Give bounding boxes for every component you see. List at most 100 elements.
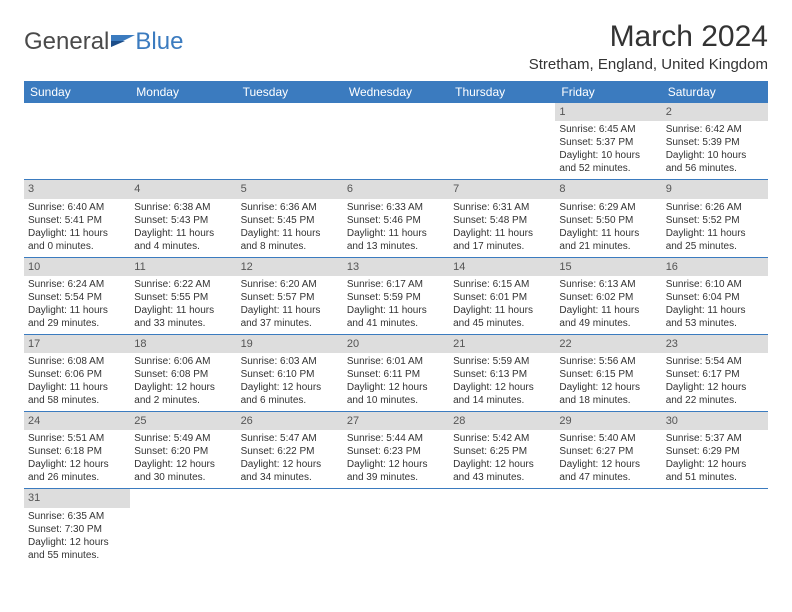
sunset-text: Sunset: 5:52 PM: [666, 214, 764, 227]
daylight-text: Daylight: 11 hours and 58 minutes.: [28, 381, 126, 407]
day-cell: 14Sunrise: 6:15 AMSunset: 6:01 PMDayligh…: [449, 258, 555, 334]
sunset-text: Sunset: 5:59 PM: [347, 291, 445, 304]
daylight-text: Daylight: 12 hours and 30 minutes.: [134, 458, 232, 484]
day-number: 24: [24, 412, 130, 430]
day-number: 5: [237, 180, 343, 198]
day-content: Sunrise: 6:45 AMSunset: 5:37 PMDaylight:…: [555, 121, 661, 179]
day-cell: [662, 489, 768, 565]
day-cell: 26Sunrise: 5:47 AMSunset: 6:22 PMDayligh…: [237, 412, 343, 488]
daylight-text: Daylight: 12 hours and 55 minutes.: [28, 536, 126, 562]
sunset-text: Sunset: 5:48 PM: [453, 214, 551, 227]
day-content: Sunrise: 6:01 AMSunset: 6:11 PMDaylight:…: [343, 353, 449, 411]
day-cell: 4Sunrise: 6:38 AMSunset: 5:43 PMDaylight…: [130, 180, 236, 256]
sunrise-text: Sunrise: 6:22 AM: [134, 278, 232, 291]
day-content: Sunrise: 6:33 AMSunset: 5:46 PMDaylight:…: [343, 199, 449, 257]
sunset-text: Sunset: 6:06 PM: [28, 368, 126, 381]
day-content: Sunrise: 5:40 AMSunset: 6:27 PMDaylight:…: [555, 430, 661, 488]
week-row: 17Sunrise: 6:08 AMSunset: 6:06 PMDayligh…: [24, 335, 768, 412]
day-content: Sunrise: 6:22 AMSunset: 5:55 PMDaylight:…: [130, 276, 236, 334]
header: General Blue March 2024 Stretham, Englan…: [24, 20, 768, 73]
week-row: 31Sunrise: 6:35 AMSunset: 7:30 PMDayligh…: [24, 489, 768, 565]
day-cell: [237, 489, 343, 565]
day-cell: 16Sunrise: 6:10 AMSunset: 6:04 PMDayligh…: [662, 258, 768, 334]
sunset-text: Sunset: 6:20 PM: [134, 445, 232, 458]
day-cell: 11Sunrise: 6:22 AMSunset: 5:55 PMDayligh…: [130, 258, 236, 334]
day-content: Sunrise: 5:42 AMSunset: 6:25 PMDaylight:…: [449, 430, 555, 488]
day-cell: 17Sunrise: 6:08 AMSunset: 6:06 PMDayligh…: [24, 335, 130, 411]
daylight-text: Daylight: 12 hours and 43 minutes.: [453, 458, 551, 484]
day-number: 15: [555, 258, 661, 276]
day-cell: 31Sunrise: 6:35 AMSunset: 7:30 PMDayligh…: [24, 489, 130, 565]
day-cell: [343, 489, 449, 565]
day-number: 4: [130, 180, 236, 198]
sunset-text: Sunset: 5:37 PM: [559, 136, 657, 149]
sunrise-text: Sunrise: 6:24 AM: [28, 278, 126, 291]
daylight-text: Daylight: 12 hours and 34 minutes.: [241, 458, 339, 484]
weekday-header-row: SundayMondayTuesdayWednesdayThursdayFrid…: [24, 81, 768, 103]
sunset-text: Sunset: 6:22 PM: [241, 445, 339, 458]
daylight-text: Daylight: 11 hours and 49 minutes.: [559, 304, 657, 330]
day-cell: [237, 103, 343, 179]
day-cell: 22Sunrise: 5:56 AMSunset: 6:15 PMDayligh…: [555, 335, 661, 411]
sunset-text: Sunset: 5:57 PM: [241, 291, 339, 304]
day-content: Sunrise: 6:06 AMSunset: 6:08 PMDaylight:…: [130, 353, 236, 411]
daylight-text: Daylight: 12 hours and 26 minutes.: [28, 458, 126, 484]
daylight-text: Daylight: 11 hours and 53 minutes.: [666, 304, 764, 330]
day-cell: [449, 489, 555, 565]
day-cell: 29Sunrise: 5:40 AMSunset: 6:27 PMDayligh…: [555, 412, 661, 488]
sunset-text: Sunset: 5:54 PM: [28, 291, 126, 304]
day-content: Sunrise: 6:36 AMSunset: 5:45 PMDaylight:…: [237, 199, 343, 257]
weekday-cell: Sunday: [24, 81, 130, 103]
sunrise-text: Sunrise: 6:33 AM: [347, 201, 445, 214]
sunset-text: Sunset: 6:17 PM: [666, 368, 764, 381]
sunrise-text: Sunrise: 6:35 AM: [28, 510, 126, 523]
sunrise-text: Sunrise: 6:40 AM: [28, 201, 126, 214]
sunrise-text: Sunrise: 5:54 AM: [666, 355, 764, 368]
day-number: 22: [555, 335, 661, 353]
day-content: Sunrise: 6:40 AMSunset: 5:41 PMDaylight:…: [24, 199, 130, 257]
day-content: Sunrise: 5:51 AMSunset: 6:18 PMDaylight:…: [24, 430, 130, 488]
daylight-text: Daylight: 11 hours and 17 minutes.: [453, 227, 551, 253]
day-content: Sunrise: 5:49 AMSunset: 6:20 PMDaylight:…: [130, 430, 236, 488]
daylight-text: Daylight: 11 hours and 29 minutes.: [28, 304, 126, 330]
sunset-text: Sunset: 5:50 PM: [559, 214, 657, 227]
day-number: 18: [130, 335, 236, 353]
logo: General Blue: [24, 28, 183, 56]
daylight-text: Daylight: 12 hours and 51 minutes.: [666, 458, 764, 484]
day-cell: [343, 103, 449, 179]
sunrise-text: Sunrise: 6:45 AM: [559, 123, 657, 136]
day-number: 20: [343, 335, 449, 353]
week-row: 3Sunrise: 6:40 AMSunset: 5:41 PMDaylight…: [24, 180, 768, 257]
day-cell: 28Sunrise: 5:42 AMSunset: 6:25 PMDayligh…: [449, 412, 555, 488]
sunrise-text: Sunrise: 6:20 AM: [241, 278, 339, 291]
sunset-text: Sunset: 6:08 PM: [134, 368, 232, 381]
logo-text-general: General: [24, 28, 109, 56]
daylight-text: Daylight: 10 hours and 56 minutes.: [666, 149, 764, 175]
day-content: Sunrise: 6:42 AMSunset: 5:39 PMDaylight:…: [662, 121, 768, 179]
day-number: 31: [24, 489, 130, 507]
day-number: 25: [130, 412, 236, 430]
day-number: 7: [449, 180, 555, 198]
month-title: March 2024: [529, 20, 768, 54]
sunset-text: Sunset: 6:29 PM: [666, 445, 764, 458]
weekday-cell: Tuesday: [237, 81, 343, 103]
day-content: Sunrise: 6:17 AMSunset: 5:59 PMDaylight:…: [343, 276, 449, 334]
sunrise-text: Sunrise: 5:51 AM: [28, 432, 126, 445]
sunrise-text: Sunrise: 6:01 AM: [347, 355, 445, 368]
day-cell: 3Sunrise: 6:40 AMSunset: 5:41 PMDaylight…: [24, 180, 130, 256]
sunrise-text: Sunrise: 6:10 AM: [666, 278, 764, 291]
day-content: Sunrise: 5:56 AMSunset: 6:15 PMDaylight:…: [555, 353, 661, 411]
day-cell: 18Sunrise: 6:06 AMSunset: 6:08 PMDayligh…: [130, 335, 236, 411]
day-cell: 5Sunrise: 6:36 AMSunset: 5:45 PMDaylight…: [237, 180, 343, 256]
sunset-text: Sunset: 5:39 PM: [666, 136, 764, 149]
day-cell: 25Sunrise: 5:49 AMSunset: 6:20 PMDayligh…: [130, 412, 236, 488]
sunrise-text: Sunrise: 6:29 AM: [559, 201, 657, 214]
day-content: Sunrise: 6:10 AMSunset: 6:04 PMDaylight:…: [662, 276, 768, 334]
sunrise-text: Sunrise: 5:44 AM: [347, 432, 445, 445]
logo-flag-icon: [111, 31, 137, 52]
sunrise-text: Sunrise: 5:49 AM: [134, 432, 232, 445]
sunrise-text: Sunrise: 5:59 AM: [453, 355, 551, 368]
day-cell: [24, 103, 130, 179]
day-number: 12: [237, 258, 343, 276]
day-number: 14: [449, 258, 555, 276]
